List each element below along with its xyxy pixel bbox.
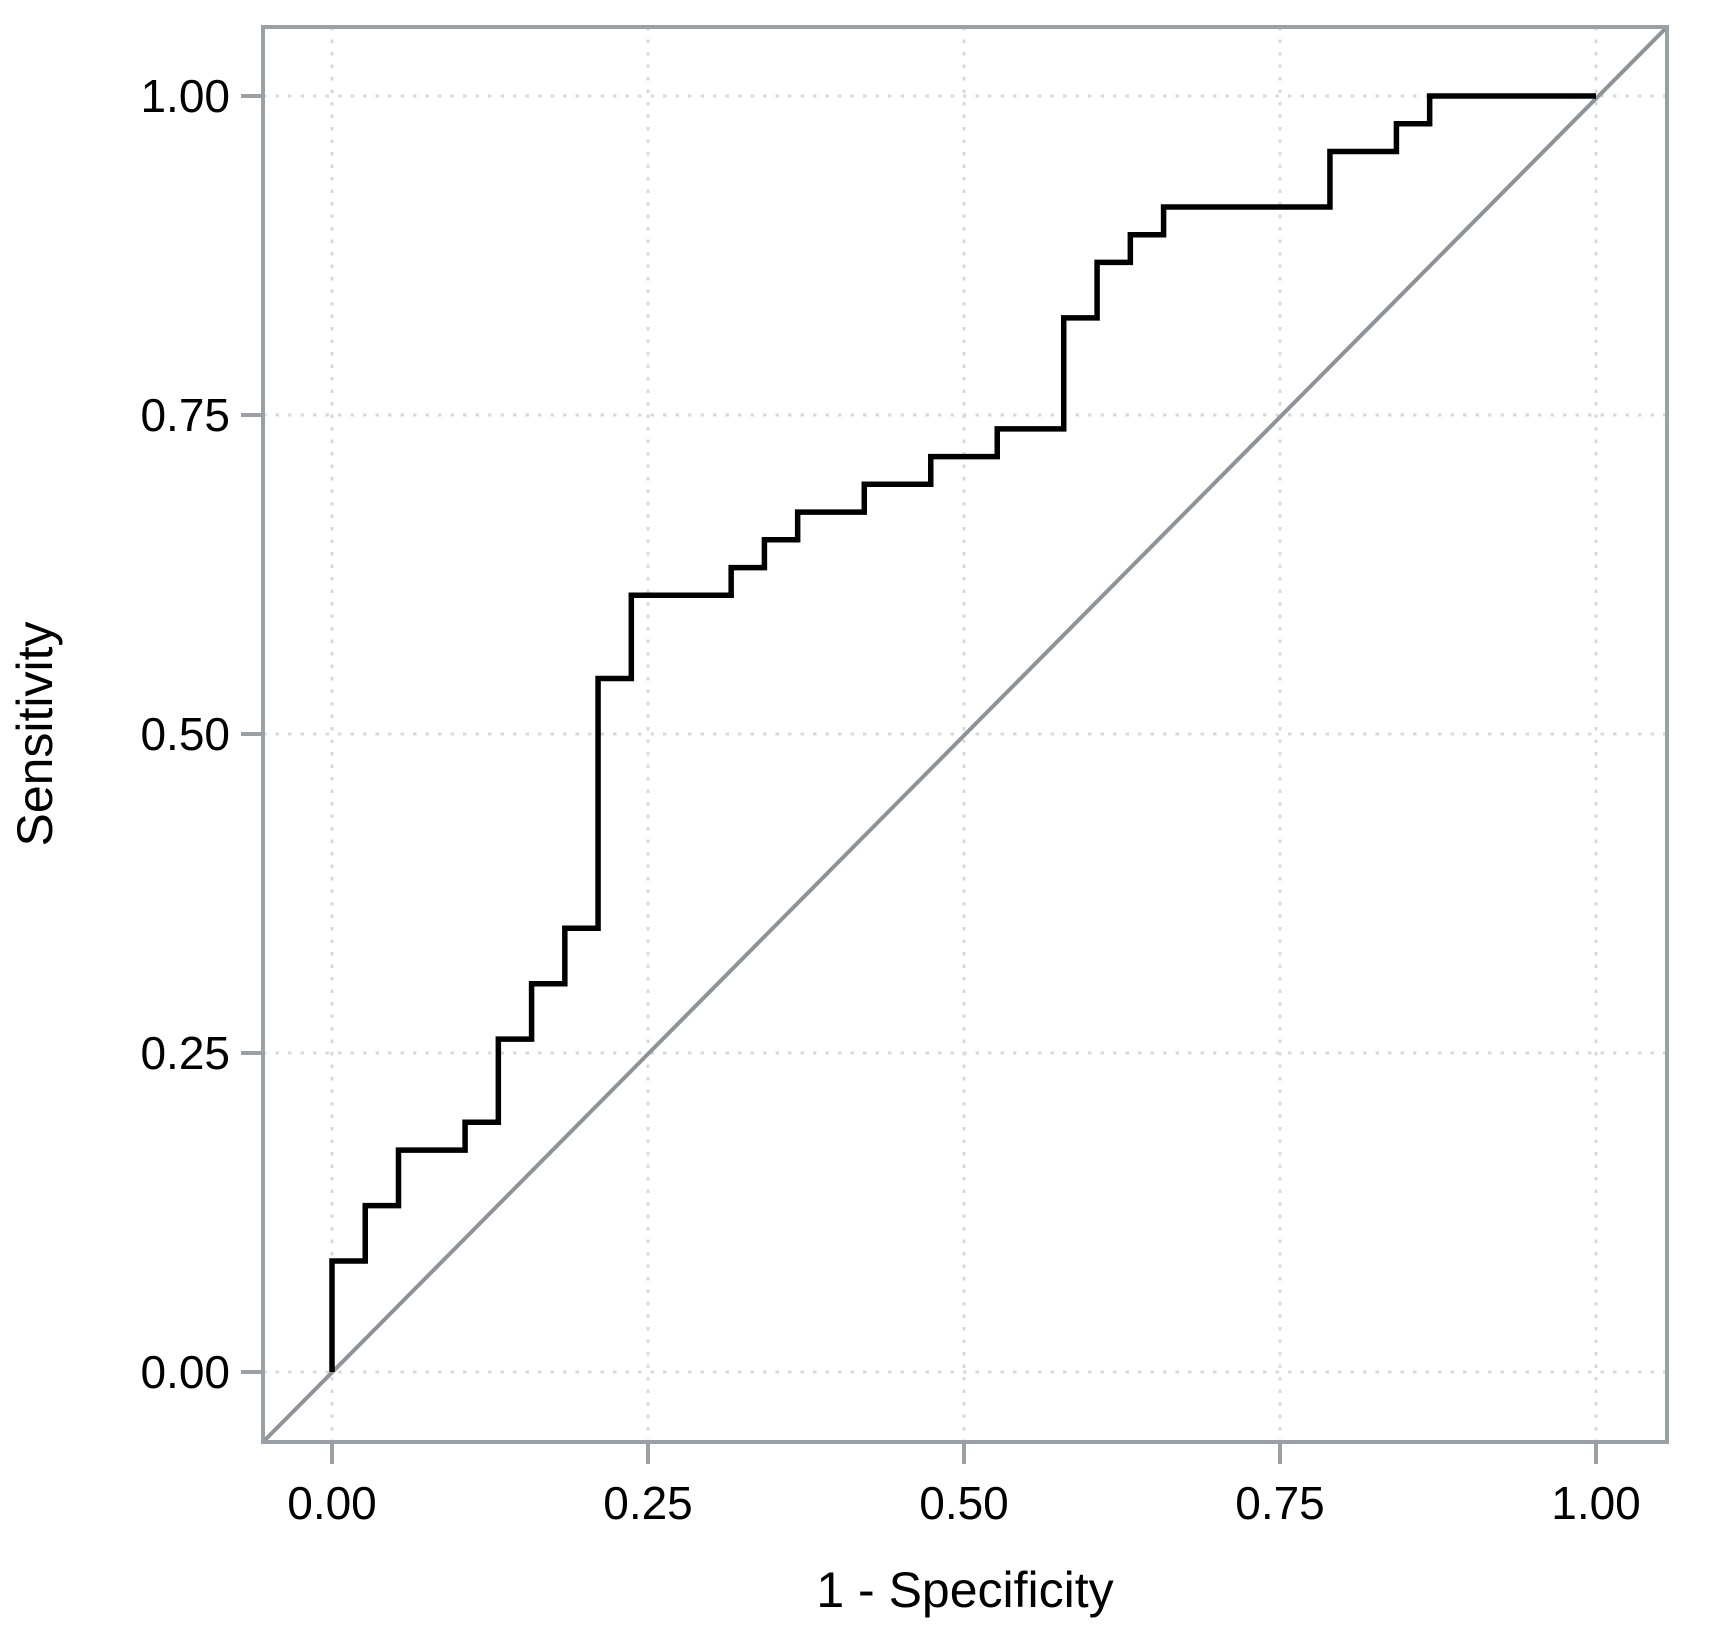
y-tick-label: 1.00 [140, 70, 230, 122]
y-tick-label: 0.25 [140, 1027, 230, 1079]
y-tick-label: 0.50 [140, 708, 230, 760]
y-tick-label: 0.75 [140, 389, 230, 441]
chance-diagonal-layer [261, 25, 1669, 1444]
roc-curve-layer [329, 93, 1596, 1372]
x-tick-label: 0.25 [603, 1477, 693, 1529]
x-tick-label: 0.75 [1235, 1477, 1325, 1529]
y-tick-label: 0.00 [140, 1346, 230, 1398]
y-tick-labels: 0.00 0.25 0.50 0.75 1.00 [140, 70, 230, 1398]
x-tick-label: 0.50 [919, 1477, 1009, 1529]
x-axis-title: 1 - Specificity [816, 1562, 1113, 1618]
roc-curve-line [329, 93, 1596, 1372]
y-axis-title: Sensitivity [7, 621, 63, 846]
x-tick-labels: 0.00 0.25 0.50 0.75 1.00 [287, 1477, 1641, 1529]
chance-diagonal-line [261, 25, 1669, 1444]
axis-ticks [241, 94, 1598, 1464]
x-tick-label: 0.00 [287, 1477, 377, 1529]
x-tick-label: 1.00 [1551, 1477, 1641, 1529]
